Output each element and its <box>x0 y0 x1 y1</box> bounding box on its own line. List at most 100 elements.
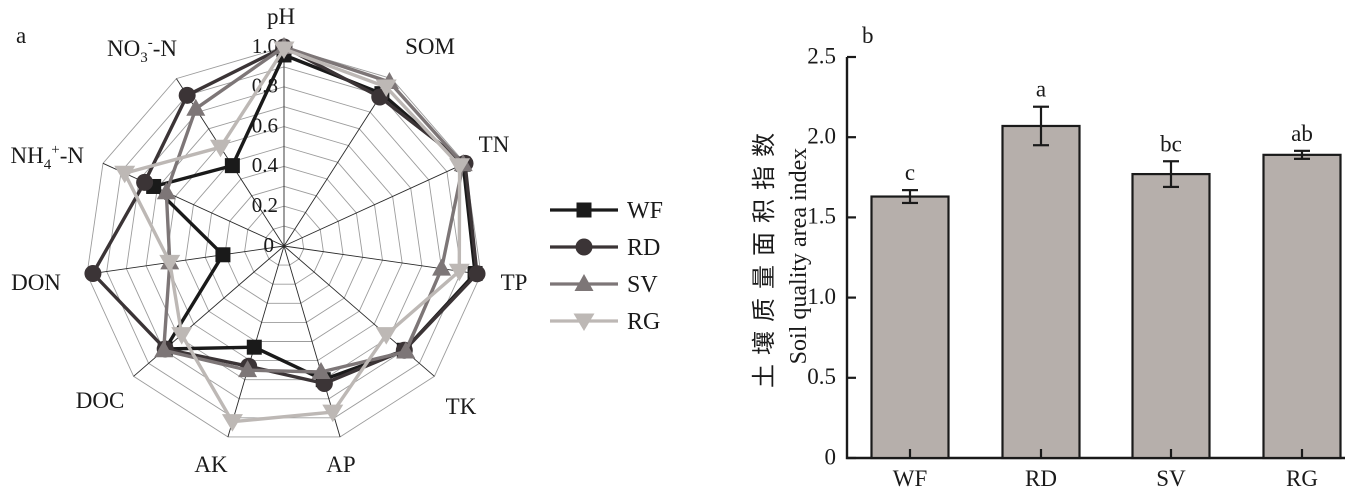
x-tick-label-WF: WF <box>893 466 928 490</box>
radar-marker-WF-NO3--N <box>224 158 240 174</box>
radar-marker-RG-pH <box>273 41 295 59</box>
error-bar-SV <box>1163 160 1179 189</box>
y-tick-label: 0 <box>825 444 837 469</box>
radar-marker-SV-TP <box>432 258 452 276</box>
sig-letter-SV: bc <box>1160 131 1182 156</box>
panel-a-label: a <box>16 23 26 48</box>
radar-axis-label-TN: TN <box>479 132 510 157</box>
radar-axis-label-DON: DON <box>11 270 61 295</box>
x-tick-label-RD: RD <box>1025 466 1057 490</box>
radar-grid-ring <box>224 185 344 304</box>
radar-marker-WF-AK <box>246 339 262 355</box>
radar-marker-RG-SOM <box>375 79 397 97</box>
radar-marker-RG-TP <box>448 263 470 282</box>
radar-axis-label-DOC: DOC <box>76 388 125 413</box>
radar-marker-RD-AP <box>315 374 333 392</box>
y-tick-label: 1.5 <box>807 204 836 229</box>
legend-label-RG: RG <box>627 309 660 335</box>
radar-marker-RG-NO3--N <box>210 139 232 158</box>
x-tick-label-SV: SV <box>1156 466 1186 490</box>
radar-axis-label-TK: TK <box>446 394 477 419</box>
radar-grid-ring <box>263 225 305 266</box>
radar-marker-RG-AK <box>221 414 243 432</box>
radar-marker-RD-NH4+-N <box>136 173 154 191</box>
legend-item-WF: WF <box>550 198 663 224</box>
radar-grid-ring <box>204 165 364 323</box>
radar-axis-label-AK: AK <box>194 452 228 477</box>
legend-label-SV: SV <box>627 272 658 298</box>
bar-RG <box>1262 153 1342 460</box>
legend-item-RG: RG <box>550 309 660 335</box>
radar-series-line-RD <box>91 45 479 386</box>
radar-spoke <box>283 162 466 247</box>
radar-marker-RG-AP <box>322 404 344 423</box>
radar-grid-ring <box>244 205 324 285</box>
radar-rtick-label: 0 <box>264 233 275 257</box>
radar-axis-label-SOM: SOM <box>405 34 455 59</box>
radar-axis-label-pH: pH <box>267 4 295 29</box>
legend-label-RD: RD <box>627 235 660 261</box>
radar-series-line-SV <box>161 45 465 374</box>
radar-axis-label-TP: TP <box>501 270 528 295</box>
x-tick-label-RG: RG <box>1286 466 1318 490</box>
radar-grid-ring <box>125 86 443 400</box>
radar-marker-RG-DOC <box>171 327 193 345</box>
radar-axis-label-NH4+-N: NH4+-N <box>11 142 85 173</box>
radar-grid-ring <box>86 46 482 438</box>
y-axis-label-en: Soil quality area index <box>786 148 812 365</box>
radar-rtick-label: 0.4 <box>252 153 279 177</box>
sig-letter-WF: c <box>905 160 915 185</box>
radar-marker-SV-DOC <box>154 340 174 358</box>
error-bar-WF <box>902 189 918 205</box>
radar-series-line-RG <box>122 47 462 424</box>
y-tick-label: 2.5 <box>807 43 836 68</box>
sig-letter-RG: ab <box>1291 121 1313 146</box>
radar-marker-SV-NH4+-N <box>156 182 176 200</box>
radar-spoke <box>283 78 392 247</box>
radar-spoke <box>86 245 285 275</box>
legend-marker-SV <box>574 274 594 291</box>
legend-marker-WF <box>576 202 592 218</box>
bar-RD <box>1001 124 1081 460</box>
legend-marker-RG <box>573 313 595 331</box>
radar-marker-SV-NO3--N <box>186 98 206 116</box>
legend: WF RD SV RG <box>550 198 663 335</box>
radar-marker-SV-TK <box>396 341 416 359</box>
radar-marker-RD-TP <box>468 265 486 283</box>
radar-grid-ring <box>145 106 423 381</box>
radar-rtick-label: 0.2 <box>252 193 278 217</box>
radar-series-RG <box>114 41 471 432</box>
radar-axis-label-NO3--N: NO3--N <box>107 35 177 66</box>
radar-marker-RD-NO3--N <box>178 86 196 104</box>
radar-marker-RG-DON <box>159 254 181 273</box>
bar-WF <box>870 195 950 460</box>
error-bar-RG <box>1294 149 1310 160</box>
legend-item-SV: SV <box>550 272 658 298</box>
y-tick-label: 2.0 <box>807 123 836 148</box>
radar-axis-label-AP: AP <box>326 452 355 477</box>
radar-marker-RG-TK <box>375 327 397 345</box>
legend-marker-RD <box>575 238 593 256</box>
y-tick-label: 1.0 <box>807 284 836 309</box>
bar-panel: 0 0.5 1.0 1.5 2.0 2.5 c WF a RD bc SV ab RG 土壤质量面积指数 So… <box>751 23 1345 490</box>
bar-SV <box>1131 172 1211 460</box>
radar-spoke <box>283 245 482 275</box>
radar-panel: 00.20.40.60.81.0pHSOMTNTPTKAPAKDOCDONNH4… <box>11 4 528 477</box>
radar-spoke <box>102 162 285 247</box>
radar-marker-RD-DON <box>84 264 102 282</box>
y-tick-label: 0.5 <box>807 364 836 389</box>
legend-label-WF: WF <box>627 198 663 224</box>
legend-item-RD: RD <box>550 235 660 261</box>
radar-marker-SV-AP <box>311 362 331 380</box>
y-axis-label-zh: 土壤质量面积指数 <box>751 124 778 388</box>
radar-marker-SV-AK <box>238 360 258 378</box>
radar-marker-RG-TN <box>449 158 471 176</box>
panel-b-label: b <box>862 23 874 48</box>
error-bar-RD <box>1033 105 1049 147</box>
radar-marker-RG-NH4+-N <box>114 165 136 184</box>
radar-marker-WF-DON <box>215 247 231 263</box>
radar-grid-ring <box>185 146 383 342</box>
sig-letter-RD: a <box>1036 77 1046 102</box>
